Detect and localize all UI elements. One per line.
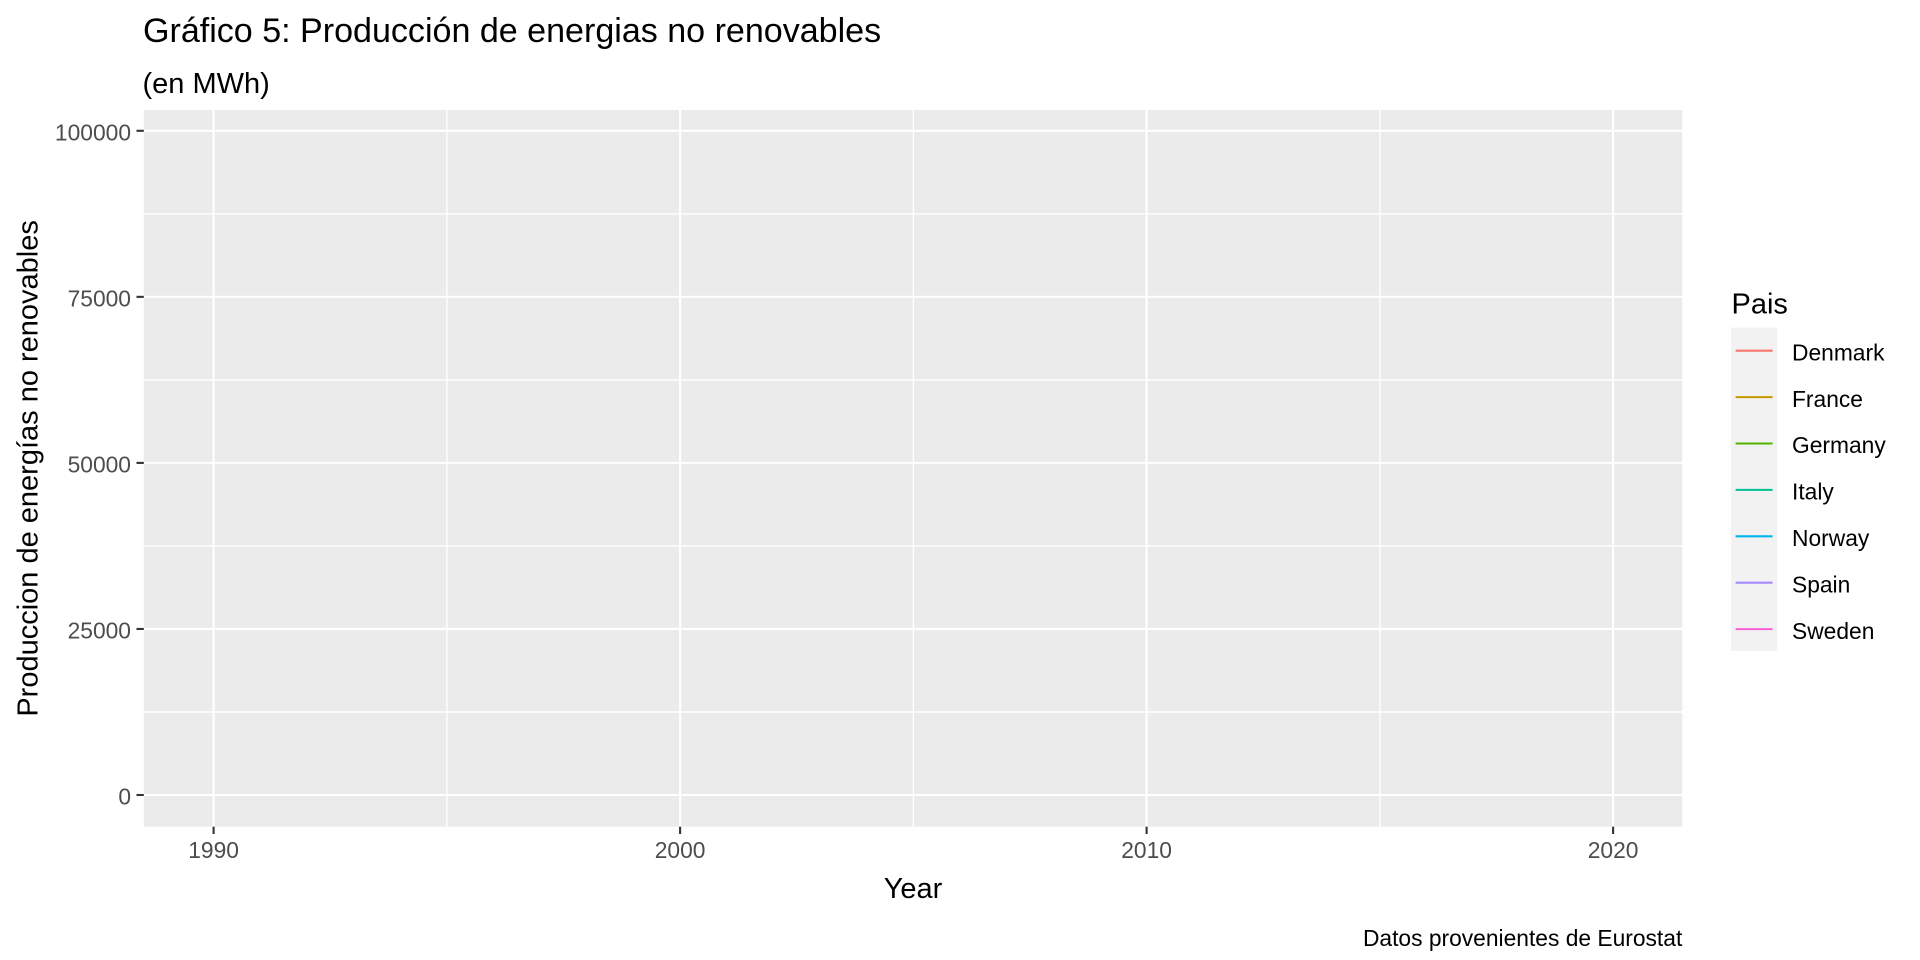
svg-text:2010: 2010 bbox=[1121, 837, 1172, 863]
svg-text:100000: 100000 bbox=[55, 120, 131, 146]
svg-text:France: France bbox=[1792, 386, 1863, 412]
svg-text:Germany: Germany bbox=[1792, 432, 1886, 458]
svg-text:1990: 1990 bbox=[188, 837, 239, 863]
svg-text:(en MWh): (en MWh) bbox=[143, 68, 270, 100]
svg-text:50000: 50000 bbox=[68, 452, 131, 478]
svg-text:Produccion de energías no reno: Produccion de energías no renovables bbox=[13, 220, 45, 717]
svg-text:2000: 2000 bbox=[655, 837, 706, 863]
svg-text:Spain: Spain bbox=[1792, 571, 1850, 597]
svg-text:75000: 75000 bbox=[68, 286, 131, 312]
svg-text:Norway: Norway bbox=[1792, 525, 1870, 551]
svg-text:0: 0 bbox=[118, 784, 131, 810]
svg-text:Datos provenientes de Eurostat: Datos provenientes de Eurostat bbox=[1363, 925, 1683, 951]
svg-text:Denmark: Denmark bbox=[1792, 339, 1885, 365]
svg-text:Italy: Italy bbox=[1792, 479, 1834, 505]
svg-text:Gráfico 5: Producción de energ: Gráfico 5: Producción de energias no ren… bbox=[143, 12, 881, 50]
svg-text:Pais: Pais bbox=[1732, 288, 1788, 320]
svg-text:25000: 25000 bbox=[68, 618, 131, 644]
svg-text:2020: 2020 bbox=[1588, 837, 1639, 863]
svg-text:Year: Year bbox=[884, 873, 943, 905]
svg-text:Sweden: Sweden bbox=[1792, 618, 1874, 644]
